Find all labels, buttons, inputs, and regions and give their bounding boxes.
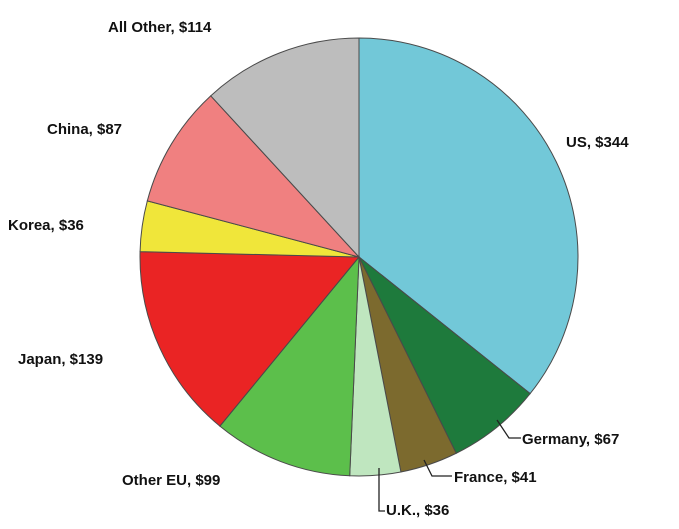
label-other-eu: Other EU, $99: [122, 472, 220, 489]
leader-germany: [496, 419, 521, 439]
label-uk: U.K., $36: [386, 502, 449, 519]
label-japan: Japan, $139: [18, 351, 103, 368]
pie-slice-other-eu: [219, 255, 360, 477]
label-china: China, $87: [47, 121, 122, 138]
pie-slice-japan: [139, 251, 361, 427]
leader-france: [423, 459, 452, 477]
pie-slice-us: [358, 37, 579, 395]
pie-slices: [139, 37, 579, 477]
pie-slice-all-other: [210, 37, 360, 259]
pie-slice-china: [146, 95, 361, 258]
leader-lines: [378, 419, 521, 512]
label-all-other: All Other, $114: [108, 19, 212, 36]
label-france: France, $41: [454, 469, 537, 486]
label-us: US, $344: [566, 134, 629, 151]
leader-uk: [378, 468, 385, 512]
label-korea: Korea, $36: [8, 217, 84, 234]
label-germany: Germany, $67: [522, 431, 619, 448]
